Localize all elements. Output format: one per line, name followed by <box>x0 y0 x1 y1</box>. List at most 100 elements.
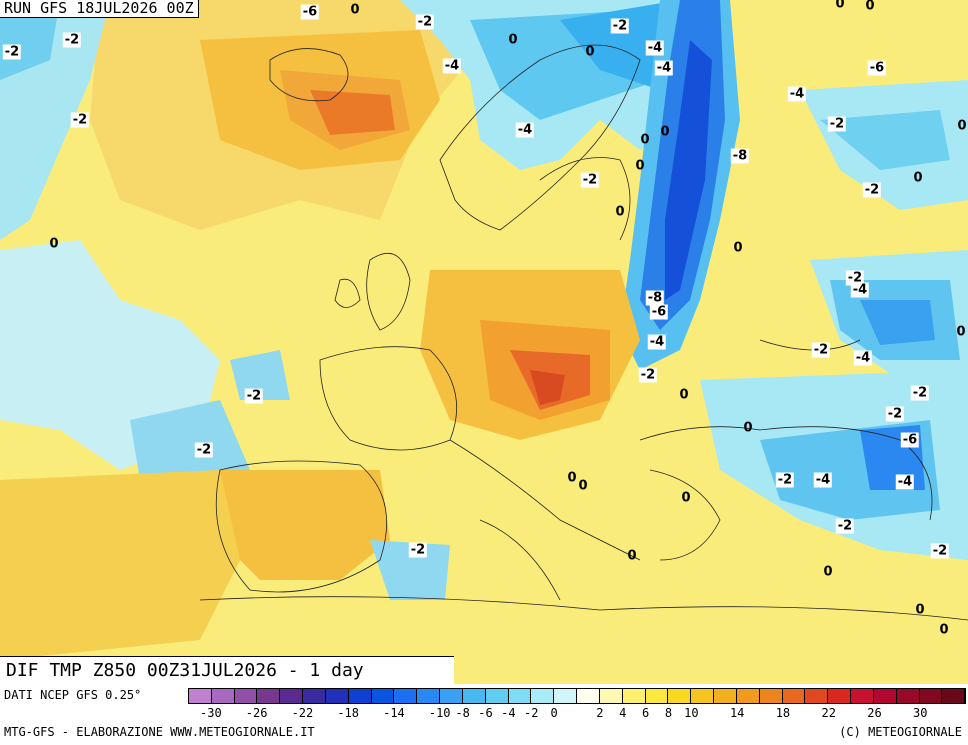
colorbar-tick-label: 18 <box>775 706 791 720</box>
data-source-label: DATI NCEP GFS 0.25° <box>4 688 142 702</box>
isoline-label: 0 <box>957 118 967 134</box>
isoline-label: -4 <box>442 58 462 74</box>
isoline-label: 0 <box>627 548 637 564</box>
copyright-label: (C) METEOGIORNALE <box>839 725 962 739</box>
colorbar-tick-label: 10 <box>684 706 699 720</box>
colorbar-swatch <box>599 689 623 703</box>
colorbar-swatch <box>303 689 326 703</box>
isoline-label: 0 <box>915 602 925 618</box>
isoline-label: -4 <box>654 60 674 76</box>
isoline-label: 0 <box>681 490 691 506</box>
colorbar-tick-label: 2 <box>596 706 604 720</box>
isoline-label: 0 <box>823 564 833 580</box>
isoline-label: 0 <box>956 324 966 340</box>
temperature-colorbar <box>188 688 966 704</box>
isoline-label: 0 <box>865 0 875 14</box>
isoline-label: 0 <box>350 2 360 18</box>
colorbar-swatch <box>942 689 966 703</box>
isoline-label: -4 <box>647 334 667 350</box>
colorbar-swatch <box>189 689 212 703</box>
colorbar-swatch <box>485 689 509 703</box>
isoline-label: 0 <box>733 240 743 256</box>
colorbar-swatch <box>782 689 806 703</box>
isoline-label: -2 <box>610 18 630 34</box>
isoline-label: -4 <box>850 282 870 298</box>
colorbar-swatch <box>714 689 737 703</box>
isoline-label: 0 <box>615 204 625 220</box>
isoline-label: 0 <box>640 132 650 148</box>
colorbar-swatch <box>508 689 532 703</box>
isoline-label: -2 <box>580 172 600 188</box>
colorbar-swatch <box>759 689 783 703</box>
colorbar-tick-labels: -30 -26 -22 -18 -14 -10 -8 -6 -4 -2 0 2 4 6 8 10 14 18 22 2… <box>188 706 966 722</box>
isoline-label: -2 <box>811 342 831 358</box>
colorbar-swatch <box>394 689 418 703</box>
colorbar-tick-label: 8 <box>664 706 673 720</box>
colorbar-tick-label: -26 <box>245 706 268 720</box>
colorbar-tick-label: -2 <box>524 706 539 720</box>
colorbar-tick-label: 30 <box>913 706 928 720</box>
colorbar-tick-label: 0 <box>550 706 558 720</box>
credits-label: MTG-GFS - ELABORAZIONE WWW.METEOGIORNALE… <box>4 725 315 739</box>
colorbar-swatch <box>577 689 600 703</box>
isoline-label: -2 <box>70 112 90 128</box>
isoline-label: 0 <box>635 158 645 174</box>
temperature-anomaly-map: -6 0 -2 -2 -2 0 0 -2 -4 -4 -4 -4 -6 0 0 -4 -8 -2 0 -2 0 -2 0 0 0… <box>0 0 968 684</box>
isoline-label: -2 <box>827 116 847 132</box>
colorbar-swatch <box>554 689 578 703</box>
colorbar-swatch <box>417 689 441 703</box>
run-title: RUN GFS 18JUL2026 00Z <box>0 0 199 18</box>
isoline-label: 0 <box>743 420 753 436</box>
colorbar-swatch <box>531 689 555 703</box>
isoline-label: -2 <box>2 44 22 60</box>
isoline-label: -6 <box>649 304 669 320</box>
isoline-label: 0 <box>679 387 689 403</box>
colorbar-swatch <box>234 689 258 703</box>
colorbar-tick-label: -4 <box>501 706 516 720</box>
isoline-label: 0 <box>660 124 670 140</box>
isoline-label: 0 <box>913 170 923 186</box>
isoline-label: -2 <box>910 385 930 401</box>
isoline-label: -4 <box>813 472 833 488</box>
colorbar-swatch <box>896 689 920 703</box>
colorbar-swatch <box>851 689 874 703</box>
isoline-label: -2 <box>415 14 435 30</box>
isoline-label: -2 <box>408 542 428 558</box>
colorbar-swatch <box>211 689 235 703</box>
colorbar-tick-label: -14 <box>383 706 405 720</box>
colorbar-swatch <box>668 689 692 703</box>
colorbar-tick-label: 6 <box>642 706 650 720</box>
colorbar-tick-label: -6 <box>478 706 493 720</box>
colorbar-tick-label: 26 <box>867 706 882 720</box>
colorbar-swatch <box>371 689 395 703</box>
colorbar-swatch <box>873 689 897 703</box>
colorbar-swatch <box>462 689 486 703</box>
isoline-label: -2 <box>62 32 82 48</box>
colorbar-swatch <box>325 689 349 703</box>
isoline-label: -2 <box>885 406 905 422</box>
colorbar-swatch <box>805 689 829 703</box>
colorbar-swatch <box>919 689 943 703</box>
isoline-label: 0 <box>939 622 949 638</box>
isoline-label: -4 <box>895 474 915 490</box>
colorbar-swatch <box>645 689 669 703</box>
map-canvas <box>0 0 968 684</box>
colorbar-swatch <box>691 689 715 703</box>
isoline-label: 0 <box>585 44 595 60</box>
colorbar-swatch <box>348 689 372 703</box>
isoline-label: -4 <box>515 122 535 138</box>
isoline-label: -6 <box>900 432 920 448</box>
isoline-label: -2 <box>194 442 214 458</box>
colorbar-tick-label: -10 <box>428 706 451 720</box>
isoline-label: -2 <box>862 182 882 198</box>
isoline-label: 0 <box>567 470 577 486</box>
colorbar-tick-label: -18 <box>337 706 360 720</box>
colorbar-swatch <box>622 689 646 703</box>
isoline-label: -2 <box>845 270 865 286</box>
colorbar-swatch <box>828 689 852 703</box>
colorbar-swatch <box>280 689 304 703</box>
colorbar-tick-label: 14 <box>729 706 745 720</box>
colorbar-tick-label: 4 <box>619 706 627 720</box>
isoline-label: -2 <box>638 367 658 383</box>
